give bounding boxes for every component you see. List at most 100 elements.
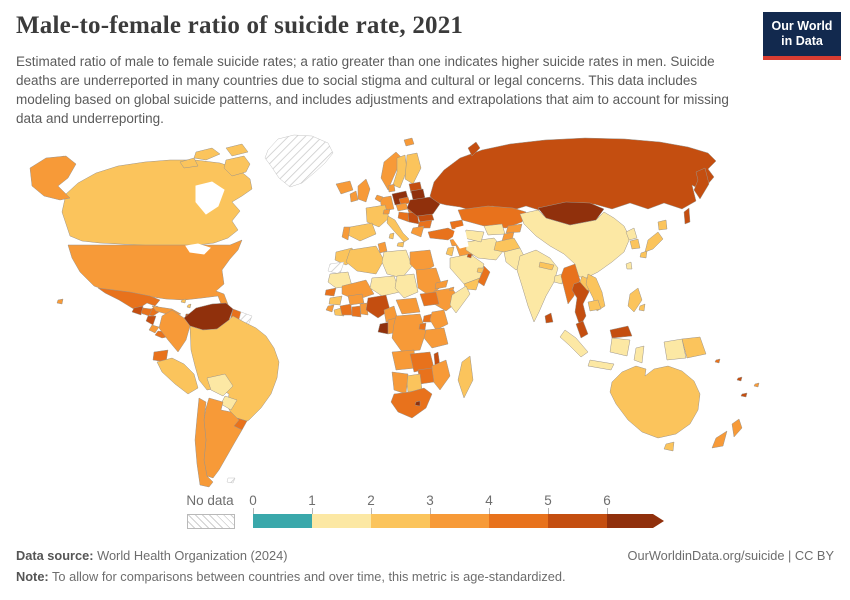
legend-cell-2-3[interactable] bbox=[371, 514, 430, 528]
country-jordan-and-israel[interactable] bbox=[445, 246, 455, 257]
country-cote-d-ivoire[interactable] bbox=[339, 303, 353, 316]
country-nigeria[interactable] bbox=[365, 294, 391, 319]
country-fiji[interactable] bbox=[753, 382, 760, 388]
country-south-africa[interactable] bbox=[390, 387, 433, 419]
country-bahamas[interactable] bbox=[180, 298, 187, 304]
country-namibia[interactable] bbox=[391, 371, 409, 395]
country-south-sudan[interactable] bbox=[419, 291, 440, 307]
country-bolivia[interactable] bbox=[206, 373, 234, 397]
country-australia[interactable] bbox=[609, 365, 701, 439]
country-new-zealand[interactable] bbox=[711, 430, 728, 449]
country-philippines[interactable] bbox=[638, 303, 646, 312]
country-nicaragua[interactable] bbox=[145, 315, 157, 326]
country-spain[interactable] bbox=[347, 222, 377, 242]
country-russia[interactable] bbox=[693, 167, 710, 200]
country-japan[interactable] bbox=[657, 219, 668, 231]
country-japan[interactable] bbox=[644, 231, 664, 253]
country-russia[interactable] bbox=[467, 141, 481, 157]
legend-cell-3-4[interactable] bbox=[430, 514, 489, 528]
country-iceland[interactable] bbox=[335, 180, 354, 195]
country-india[interactable] bbox=[516, 249, 559, 323]
country-switzerland[interactable] bbox=[382, 208, 391, 215]
country-sri-lanka[interactable] bbox=[544, 312, 554, 324]
country-indonesia[interactable] bbox=[633, 345, 645, 364]
country-dr-congo[interactable] bbox=[391, 313, 427, 353]
country-canada[interactable] bbox=[223, 155, 251, 177]
country-finland[interactable] bbox=[404, 152, 422, 185]
country-canada[interactable] bbox=[61, 159, 253, 247]
country-united-kingdom[interactable] bbox=[357, 178, 371, 203]
country-indonesia[interactable] bbox=[663, 338, 687, 361]
country-brazil[interactable] bbox=[189, 315, 280, 427]
country-tanzania[interactable] bbox=[423, 327, 449, 349]
country-canada[interactable] bbox=[225, 143, 249, 157]
country-kyrgyzstan[interactable] bbox=[505, 223, 523, 234]
country-croatia-and-bosnia[interactable] bbox=[397, 211, 410, 223]
country-tunisia[interactable] bbox=[377, 241, 388, 254]
country-somalia[interactable] bbox=[449, 285, 471, 314]
country-niger[interactable] bbox=[369, 275, 401, 297]
country-iran[interactable] bbox=[465, 237, 505, 261]
country-cambodia[interactable] bbox=[587, 299, 602, 312]
country-chile[interactable] bbox=[194, 397, 214, 488]
country-france[interactable] bbox=[365, 204, 390, 228]
country-italy[interactable] bbox=[396, 241, 405, 248]
country-myanmar[interactable] bbox=[560, 263, 581, 305]
country-new-caledonia[interactable] bbox=[740, 392, 748, 398]
country-costa-rica[interactable] bbox=[148, 324, 160, 334]
country-italy[interactable] bbox=[386, 215, 410, 243]
country-falkland-islands[interactable] bbox=[226, 477, 236, 484]
country-philippines[interactable] bbox=[627, 287, 643, 313]
country-western-sahara[interactable] bbox=[327, 261, 345, 275]
country-nepal[interactable] bbox=[538, 261, 555, 271]
country-sweden[interactable] bbox=[392, 154, 408, 189]
country-kazakhstan[interactable] bbox=[457, 205, 527, 229]
legend-cell-4-5[interactable] bbox=[489, 514, 548, 528]
legend-no-data-swatch[interactable] bbox=[187, 514, 235, 529]
country-norway[interactable] bbox=[403, 137, 415, 147]
country-malaysia[interactable] bbox=[609, 325, 633, 339]
owid-logo[interactable]: Our World in Data bbox=[763, 12, 841, 60]
country-japan[interactable] bbox=[639, 250, 648, 259]
country-denmark[interactable] bbox=[387, 183, 396, 193]
country-kuwait[interactable] bbox=[466, 253, 473, 259]
country-canada[interactable] bbox=[193, 147, 221, 161]
country-colombia[interactable] bbox=[158, 309, 191, 353]
country-italy[interactable] bbox=[388, 232, 395, 240]
country-vanuatu[interactable] bbox=[736, 376, 743, 382]
country-mali[interactable] bbox=[341, 279, 375, 301]
country-guatemala[interactable] bbox=[131, 305, 144, 316]
country-portugal[interactable] bbox=[341, 226, 351, 241]
country-netherlands-and-belgium[interactable] bbox=[374, 194, 384, 203]
country-united-arab-emirates[interactable] bbox=[476, 267, 485, 274]
country-greece[interactable] bbox=[410, 225, 425, 238]
legend-cell-5-6[interactable] bbox=[548, 514, 607, 528]
country-solomon-islands[interactable] bbox=[714, 358, 721, 364]
country-burkina-faso[interactable] bbox=[347, 293, 365, 306]
country-djibouti[interactable] bbox=[448, 286, 455, 292]
country-bulgaria[interactable] bbox=[417, 219, 433, 229]
country-uzbekistan[interactable] bbox=[483, 223, 506, 236]
country-indonesia[interactable] bbox=[559, 329, 589, 358]
country-central-african-republic[interactable] bbox=[395, 297, 421, 315]
legend-cell-1-2[interactable] bbox=[312, 514, 371, 528]
country-indonesia[interactable] bbox=[609, 337, 631, 357]
country-canada[interactable] bbox=[179, 157, 199, 169]
country-ghana[interactable] bbox=[351, 305, 362, 318]
country-new-zealand[interactable] bbox=[731, 418, 743, 438]
legend-cell-0-1[interactable] bbox=[253, 514, 312, 528]
country-south-korea[interactable] bbox=[629, 238, 641, 250]
owid-link[interactable]: OurWorldinData.org/suicide | CC BY bbox=[627, 548, 835, 563]
country-libya[interactable] bbox=[381, 249, 413, 279]
country-united-states[interactable] bbox=[29, 155, 77, 201]
country-russia[interactable] bbox=[683, 207, 691, 225]
country-mongolia[interactable] bbox=[537, 201, 605, 226]
country-madagascar[interactable] bbox=[457, 355, 474, 399]
country-malaysia[interactable] bbox=[575, 320, 589, 339]
country-chad[interactable] bbox=[394, 273, 419, 299]
country-algeria[interactable] bbox=[345, 245, 385, 275]
country-papua-new-guinea[interactable] bbox=[681, 336, 707, 359]
country-australia[interactable] bbox=[663, 441, 675, 452]
country-greenland[interactable] bbox=[264, 134, 334, 188]
country-ukraine[interactable] bbox=[406, 196, 441, 217]
